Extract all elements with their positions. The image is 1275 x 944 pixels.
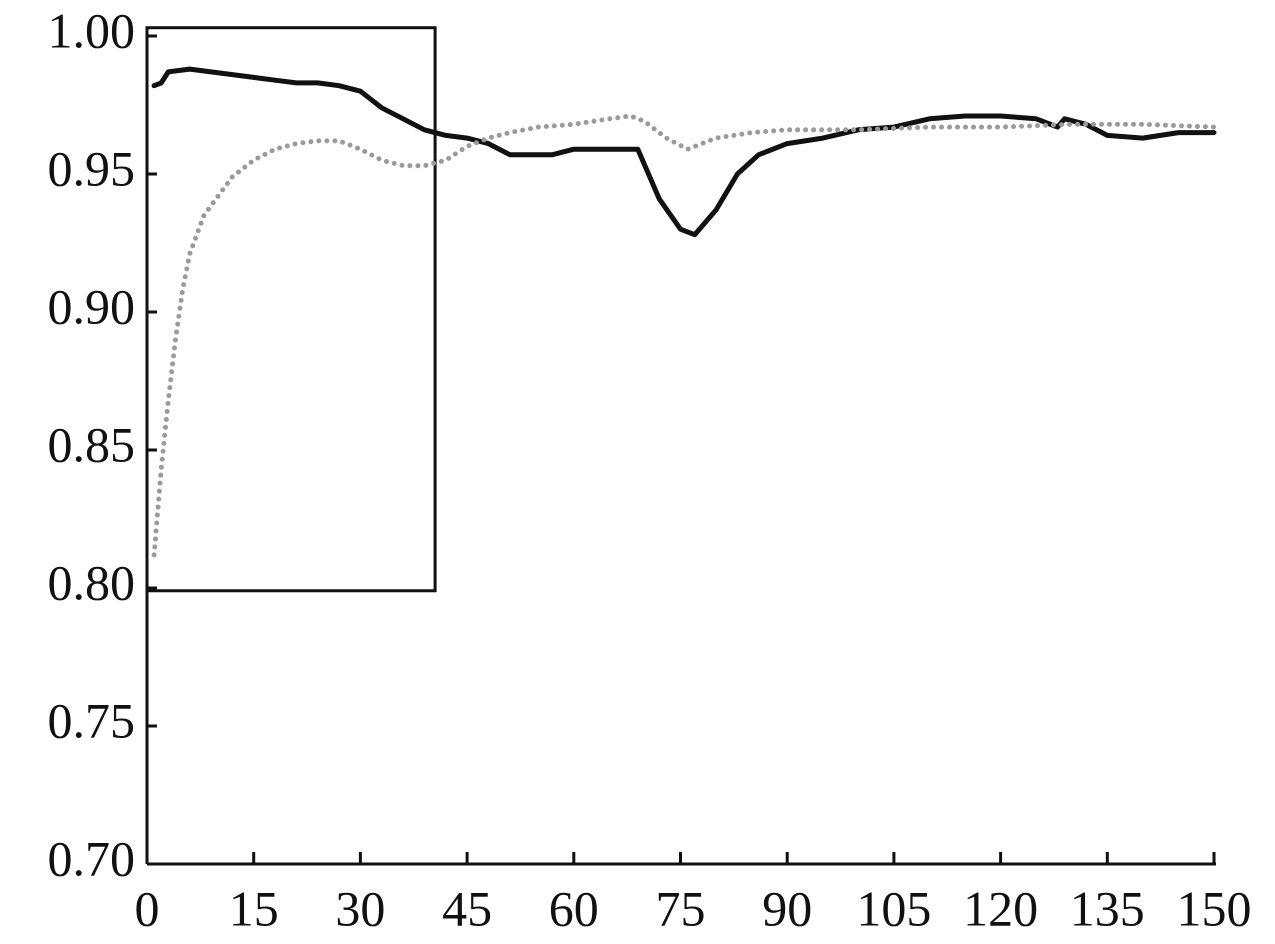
y-tick-label: 0.90 <box>48 278 136 334</box>
x-tick-label: 90 <box>762 880 812 936</box>
x-tick-label: 0 <box>135 880 160 936</box>
x-tick-label: 30 <box>335 880 385 936</box>
series-line <box>151 66 1217 238</box>
y-tick-label: 0.80 <box>48 554 136 610</box>
x-tick-label: 135 <box>1070 880 1145 936</box>
y-tick-label: 0.95 <box>48 140 136 196</box>
x-tick-label: 15 <box>229 880 279 936</box>
y-tick-label: 1.00 <box>48 2 136 58</box>
y-tick-label: 0.75 <box>48 692 136 748</box>
y-tick-label: 0.70 <box>48 830 136 886</box>
x-tick-label: 60 <box>549 880 599 936</box>
series-line <box>151 113 1217 558</box>
x-tick-label: 45 <box>442 880 492 936</box>
x-tick-label: 120 <box>963 880 1038 936</box>
highlight-box <box>145 26 437 593</box>
y-tick-label: 0.85 <box>48 416 136 472</box>
x-tick-label: 75 <box>656 880 706 936</box>
x-tick-label: 105 <box>856 880 931 936</box>
x-tick-label: 150 <box>1177 880 1252 936</box>
